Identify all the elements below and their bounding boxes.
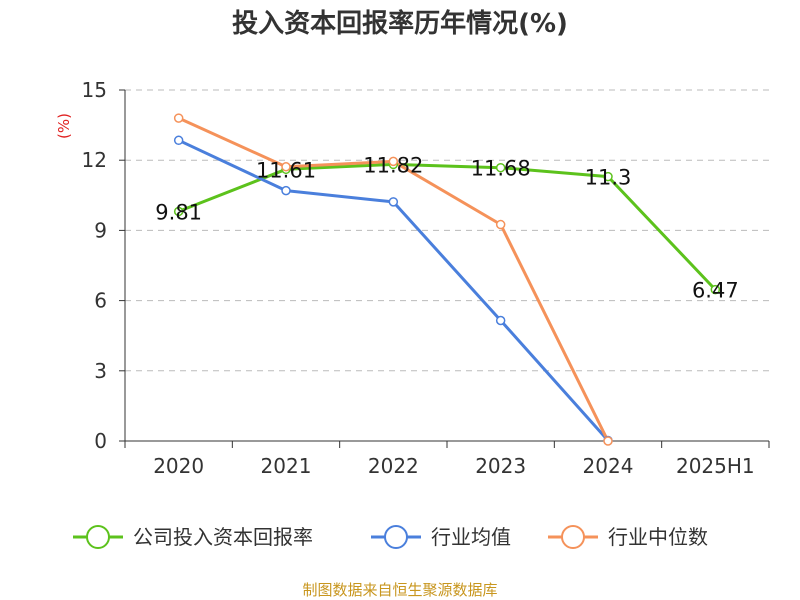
y-tick-label: 3 — [94, 359, 107, 383]
data-point — [388, 197, 399, 207]
legend: 公司投入资本回报率 行业均值 行业中位数 — [73, 525, 708, 549]
series-line-0 — [178, 162, 717, 291]
legend-label: 公司投入资本回报率 — [133, 525, 313, 549]
legend-marker — [86, 525, 110, 549]
data-point — [173, 135, 184, 146]
data-point — [281, 185, 291, 196]
legend-item[interactable]: 行业中位数 — [548, 525, 708, 549]
x-tick-label: 2023 — [475, 454, 526, 478]
x-tick-label: 2020 — [153, 454, 204, 478]
legend-label: 行业中位数 — [608, 525, 708, 549]
axes — [124, 90, 769, 442]
data-label: 11.68 — [471, 157, 531, 181]
data-point — [495, 219, 506, 230]
data-point — [173, 206, 184, 217]
data-label: 11.3 — [585, 166, 632, 190]
y-axis-ticks: 0 3 6 9 12 15 — [82, 78, 125, 453]
grid-lines — [125, 89, 769, 372]
x-tick-label: 2021 — [261, 454, 312, 478]
data-label: 6.47 — [692, 279, 739, 303]
x-tick-label: 2024 — [583, 454, 634, 478]
chart-title: 投入资本回报率历年情况(%) — [232, 8, 568, 39]
data-labels: 9.81 11.61 11.82 11.68 11.3 6.47 — [155, 153, 738, 302]
legend-item[interactable]: 行业均值 — [371, 525, 511, 549]
y-tick-label: 15 — [82, 78, 107, 102]
series-points — [173, 113, 721, 446]
legend-marker — [561, 525, 585, 549]
data-point — [173, 113, 184, 123]
data-point — [495, 315, 506, 326]
y-tick-label: 6 — [94, 289, 107, 313]
data-point — [495, 162, 506, 173]
y-tick-label: 9 — [94, 218, 107, 242]
x-tick-label: 2025H1 — [676, 454, 755, 478]
x-tick-label: 2022 — [368, 454, 419, 478]
data-point — [388, 156, 399, 167]
data-label: 9.81 — [155, 200, 202, 224]
legend-item[interactable]: 公司投入资本回报率 — [73, 525, 313, 549]
data-point — [710, 284, 721, 295]
legend-marker — [384, 525, 408, 549]
legend-label: 行业均值 — [431, 525, 511, 549]
x-axis-ticks: 2020 2021 2022 2023 2024 2025H1 — [124, 441, 770, 478]
data-label: 11.82 — [363, 153, 423, 177]
y-tick-label: 12 — [82, 148, 107, 172]
y-axis-unit: (%) — [55, 113, 73, 139]
y-tick-label: 0 — [94, 429, 107, 453]
data-label: 11.61 — [256, 158, 316, 182]
data-point — [603, 436, 613, 446]
data-point — [281, 162, 291, 172]
data-point — [603, 171, 613, 182]
source-note: 制图数据来自恒生聚源数据库 — [302, 581, 497, 599]
